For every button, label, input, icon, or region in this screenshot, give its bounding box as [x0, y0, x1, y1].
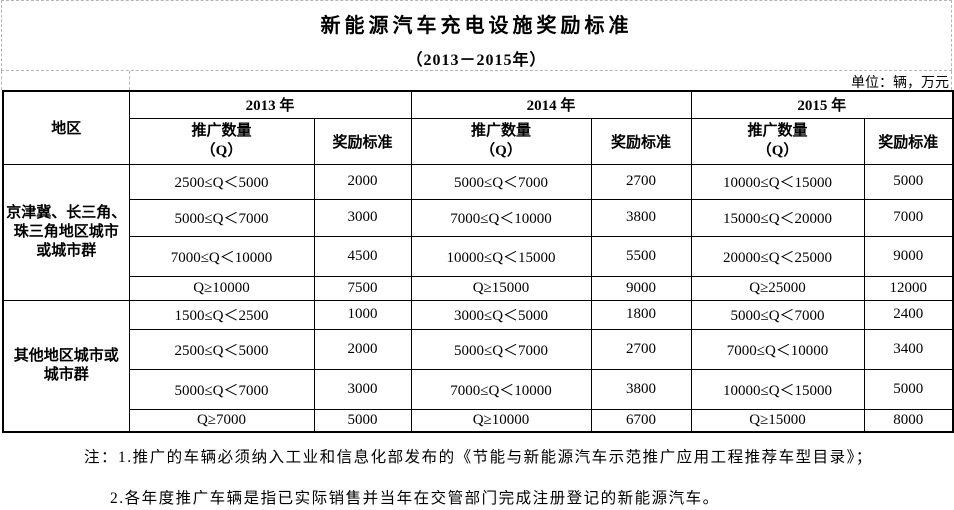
reward-value-cell: 1800 [590, 299, 692, 330]
reward-value-cell: 3400 [863, 328, 954, 370]
qty-range-cell: Q≥10000 [128, 275, 315, 301]
year-header-row: 地区 2013 年 2014 年 2015 年 [2, 90, 954, 165]
qty-range-cell: 7000≤Q＜10000 [690, 328, 865, 370]
reward-value-cell: 3000 [313, 368, 412, 410]
qty-range-cell: 10000≤Q＜15000 [690, 368, 865, 410]
table-row: 其他地区城市或 城市群 1500≤Q＜2500 1000 3000≤Q＜5000… [2, 299, 954, 433]
reward-std-header-2013: 奖励标准 [313, 117, 412, 165]
table-row: Q≥10000 7500 Q≥15000 9000 Q≥25000 12000 [3, 275, 954, 301]
region-cell-jjj: 京津冀、长三角、 珠三角地区城市 或城市群 [2, 163, 130, 301]
reward-value-cell: 2700 [590, 328, 692, 370]
year-header-2013: 2013 年 [128, 90, 412, 119]
table-row: 5000≤Q＜7000 3000 7000≤Q＜10000 3800 15000… [3, 198, 954, 237]
reward-value-cell: 2700 [590, 163, 692, 200]
reward-value-cell: 5500 [590, 235, 692, 277]
promo-qty-header-2014: 推广数量 （Q） [410, 117, 592, 165]
year-header-2014: 2014 年 [410, 90, 692, 119]
qty-range-cell: 2500≤Q＜5000 [128, 163, 315, 200]
reward-value-cell: 7500 [313, 275, 412, 301]
table-row: 5000≤Q＜7000 3000 7000≤Q＜10000 3800 10000… [3, 368, 954, 410]
qty-range-cell: 7000≤Q＜10000 [128, 235, 315, 277]
footnote-line-1: 注：1.推广的车辆必须纳入工业和信息化部发布的《节能与新能源汽车示范推广应用工程… [84, 449, 873, 466]
footnotes: 注：1.推广的车辆必须纳入工业和信息化部发布的《节能与新能源汽车示范推广应用工程… [0, 441, 954, 508]
reward-value-cell: 5000 [863, 368, 954, 410]
qty-range-cell: 2500≤Q＜5000 [128, 328, 315, 370]
qty-range-cell: 15000≤Q＜20000 [690, 198, 865, 237]
reward-value-cell: 5000 [863, 163, 954, 200]
document-title: 新能源汽车充电设施奖励标准 [320, 15, 633, 37]
table-row: Q≥7000 5000 Q≥10000 6700 Q≥15000 8000 [3, 408, 954, 433]
reward-value-cell: 9000 [863, 235, 954, 277]
subheader-row: 推广数量 （Q） 奖励标准 推广数量 （Q） 奖励标准 推广数量 （Q） 奖励标… [3, 117, 954, 165]
reward-value-cell: 2000 [313, 163, 412, 200]
qty-range-cell: 10000≤Q＜15000 [410, 235, 592, 277]
unit-note-row: 单位：辆，万元 [1, 71, 952, 91]
table-row: 2500≤Q＜5000 2000 5000≤Q＜7000 2700 7000≤Q… [3, 328, 954, 370]
qty-range-cell: Q≥10000 [410, 408, 592, 433]
qty-range-cell: 5000≤Q＜7000 [410, 163, 592, 200]
reward-table: 地区 2013 年 2014 年 2015 年 推广数量 （Q） 奖励标准 推广… [2, 90, 954, 433]
reward-value-cell: 5000 [313, 408, 412, 433]
reward-value-cell: 4500 [313, 235, 412, 277]
reward-value-cell: 2400 [863, 299, 954, 330]
qty-range-cell: 7000≤Q＜10000 [410, 198, 592, 237]
document-subtitle: （2013－2015年） [406, 52, 547, 69]
reward-value-cell: 3800 [590, 368, 692, 410]
qty-range-cell: 5000≤Q＜7000 [410, 328, 592, 370]
table-row: 7000≤Q＜10000 4500 10000≤Q＜15000 5500 200… [3, 235, 954, 277]
table-row: 京津冀、长三角、 珠三角地区城市 或城市群 2500≤Q＜5000 2000 5… [2, 163, 954, 301]
qty-range-cell: 10000≤Q＜15000 [690, 163, 865, 200]
reward-std-header-2014: 奖励标准 [590, 117, 692, 165]
qty-range-cell: 3000≤Q＜5000 [410, 299, 592, 330]
footnote-line-2: 2.各年度推广车辆是指已实际销售并当年在交管部门完成注册登记的新能源汽车。 [110, 490, 720, 507]
qty-range-cell: 5000≤Q＜7000 [690, 299, 865, 330]
reward-value-cell: 7000 [863, 198, 954, 237]
promo-qty-header-2015: 推广数量 （Q） [690, 117, 865, 165]
reward-value-cell: 12000 [863, 275, 954, 301]
promo-qty-header-2013: 推广数量 （Q） [128, 117, 315, 165]
qty-range-cell: 7000≤Q＜10000 [410, 368, 592, 410]
reward-value-cell: 3800 [590, 198, 692, 237]
qty-range-cell: Q≥25000 [690, 275, 865, 301]
reward-value-cell: 2000 [313, 328, 412, 370]
region-cell-other: 其他地区城市或 城市群 [2, 299, 130, 433]
qty-range-cell: 20000≤Q＜25000 [690, 235, 865, 277]
title-block: 新能源汽车充电设施奖励标准 （2013－2015年） [1, 0, 952, 71]
qty-range-cell: 5000≤Q＜7000 [128, 198, 315, 237]
reward-value-cell: 3000 [313, 198, 412, 237]
qty-range-cell: Q≥7000 [128, 408, 315, 433]
qty-range-cell: 5000≤Q＜7000 [128, 368, 315, 410]
year-header-2015: 2015 年 [690, 90, 954, 119]
qty-range-cell: Q≥15000 [410, 275, 592, 301]
gridline-vertical [129, 71, 130, 90]
reward-value-cell: 1000 [313, 299, 412, 330]
region-column-header: 地区 [2, 90, 130, 165]
qty-range-cell: Q≥15000 [690, 408, 865, 433]
reward-value-cell: 6700 [590, 408, 692, 433]
qty-range-cell: 1500≤Q＜2500 [128, 299, 315, 330]
unit-note: 单位：辆，万元 [851, 76, 949, 91]
reward-value-cell: 8000 [863, 408, 954, 433]
reward-value-cell: 9000 [590, 275, 692, 301]
reward-std-header-2015: 奖励标准 [863, 117, 954, 165]
